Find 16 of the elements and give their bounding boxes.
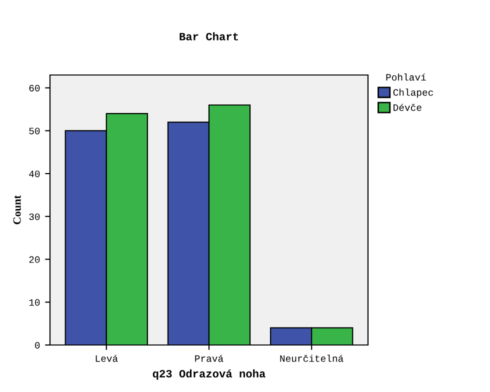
y-tick-label: 40 [29, 170, 40, 178]
legend-label: Dévče [394, 104, 422, 111]
x-tick-label: Pravá [195, 354, 224, 362]
x-axis-title: q23 Odrazová noha [152, 369, 266, 380]
x-tick-label: Levá [96, 354, 118, 362]
y-tick-label: 20 [29, 256, 40, 263]
legend-title: Pohlaví [386, 73, 426, 81]
y-tick-label: 30 [29, 213, 40, 220]
y-tick-label: 50 [29, 128, 40, 134]
chart-title: Bar Chart [180, 32, 238, 40]
y-tick-label: 0 [35, 342, 40, 349]
legend-label: Chlapec [393, 88, 433, 98]
y-axis-title: Count [13, 195, 21, 224]
y-tick-label: 60 [29, 84, 40, 92]
y-tick-label: 10 [29, 299, 40, 306]
x-tick-label: Neurčitelná [280, 354, 344, 362]
